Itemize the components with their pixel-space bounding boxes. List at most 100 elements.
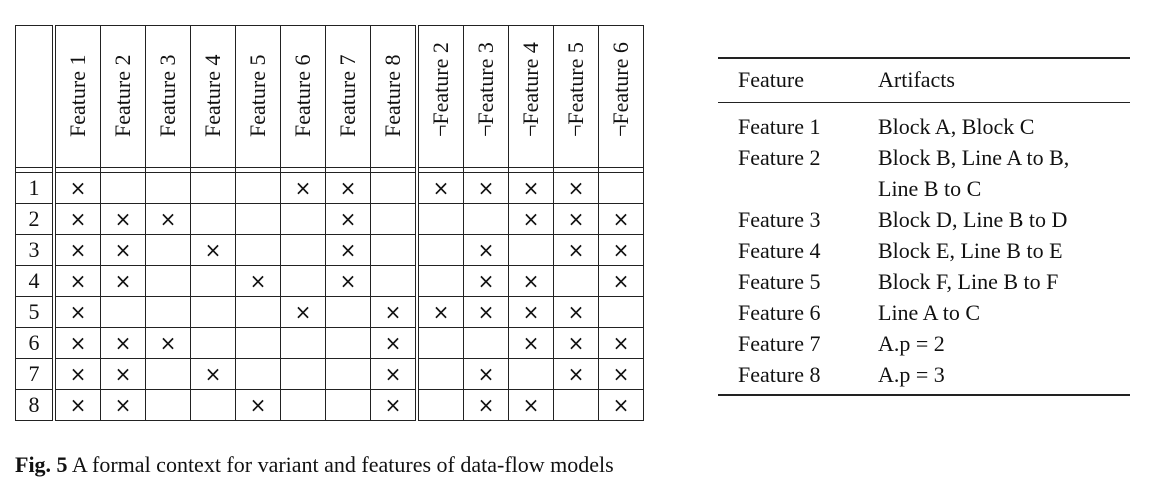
incidence-cell (235, 203, 281, 235)
formal-context-table: Feature 1 Feature 2 Feature 3 Feature 4 Feat… (15, 25, 644, 421)
incidence-cell (370, 172, 418, 204)
incidence-cell: × (370, 327, 418, 359)
incidence-cell: × (598, 389, 644, 421)
column-header-label: Feature 2 (110, 54, 135, 137)
column-header: Feature 2 (100, 25, 146, 168)
incidence-cell: × (553, 172, 599, 204)
column-header-label: ¬Feature 3 (473, 42, 498, 137)
incidence-cell (145, 234, 191, 266)
row-label: 4 (15, 265, 55, 297)
incidence-cell (415, 358, 464, 390)
table-row: 8 × × × × × × × (15, 389, 644, 421)
incidence-cell: × (52, 203, 101, 235)
column-header: ¬Feature 3 (463, 25, 509, 168)
incidence-cell (370, 203, 418, 235)
table-row: Feature 2 Block B, Line A to B, (718, 142, 1130, 173)
column-header: ¬Feature 6 (598, 25, 644, 168)
row-label: 2 (15, 203, 55, 235)
incidence-cell: × (370, 389, 418, 421)
incidence-cell: × (52, 265, 101, 297)
caption-text: A formal context for variant and feature… (71, 452, 614, 477)
incidence-cell (280, 358, 326, 390)
incidence-cell: × (325, 234, 371, 266)
feature-cell: Feature 7 (738, 331, 821, 356)
incidence-cell (235, 172, 281, 204)
table-row: 7 × × × × × × × (15, 358, 644, 390)
incidence-cell: × (100, 265, 146, 297)
incidence-cell (190, 203, 236, 235)
context-header-row: Feature 1 Feature 2 Feature 3 Feature 4 Feat… (15, 25, 644, 168)
incidence-cell: × (325, 265, 371, 297)
artifacts-cell: Block A, Block C (878, 114, 1035, 139)
incidence-cell: × (553, 203, 599, 235)
incidence-cell (370, 265, 418, 297)
artifacts-cell: A.p = 2 (878, 331, 945, 356)
incidence-cell: × (190, 234, 236, 266)
incidence-cell (325, 327, 371, 359)
header-feature: Feature (718, 57, 858, 103)
artifacts-cell: Block F, Line B to F (878, 269, 1059, 294)
incidence-cell (415, 327, 464, 359)
column-header: Feature 4 (190, 25, 236, 168)
incidence-cell (415, 389, 464, 421)
table-row: Feature 4 Block E, Line B to E (718, 235, 1130, 266)
incidence-cell (235, 234, 281, 266)
incidence-cell: × (598, 358, 644, 390)
column-header-label: Feature 5 (245, 54, 270, 137)
incidence-cell (145, 358, 191, 390)
caption-label: Fig. 5 (15, 452, 68, 477)
incidence-cell: × (463, 358, 509, 390)
incidence-cell: × (190, 358, 236, 390)
column-header: ¬Feature 4 (508, 25, 554, 168)
incidence-cell (280, 203, 326, 235)
incidence-cell (415, 234, 464, 266)
incidence-cell: × (145, 327, 191, 359)
column-header: Feature 8 (370, 25, 418, 168)
row-label: 5 (15, 296, 55, 328)
column-header-label: ¬Feature 5 (563, 42, 588, 137)
row-label: 1 (15, 172, 55, 204)
incidence-cell: × (463, 172, 509, 204)
incidence-cell (508, 234, 554, 266)
incidence-cell: × (325, 203, 371, 235)
incidence-cell: × (280, 296, 326, 328)
table-row: 3 × × × × × × × (15, 234, 644, 266)
table-row: Feature 8 A.p = 3 (718, 359, 1130, 396)
table-row: Feature 1 Block A, Block C (718, 103, 1130, 143)
artifacts-cell: A.p = 3 (858, 359, 1130, 396)
feature-artifacts-table: Feature Artifacts Feature 1 Block A, Bloc… (718, 57, 1130, 396)
incidence-cell (235, 327, 281, 359)
incidence-cell (325, 358, 371, 390)
incidence-cell: × (508, 203, 554, 235)
incidence-cell: × (415, 172, 464, 204)
incidence-cell: × (52, 327, 101, 359)
incidence-cell: × (280, 172, 326, 204)
incidence-cell: × (598, 203, 644, 235)
column-header-label: Feature 8 (380, 54, 405, 137)
row-label: 7 (15, 358, 55, 390)
column-header: ¬Feature 5 (553, 25, 599, 168)
incidence-cell (145, 172, 191, 204)
row-label: 8 (15, 389, 55, 421)
table-row: 6 × × × × × × × (15, 327, 644, 359)
incidence-cell (100, 172, 146, 204)
incidence-cell: × (508, 172, 554, 204)
table-row: 1 × × × × × × × (15, 172, 644, 204)
incidence-cell: × (235, 265, 281, 297)
feature-cell (718, 173, 858, 204)
row-label: 6 (15, 327, 55, 359)
incidence-cell (553, 389, 599, 421)
column-header: ¬Feature 2 (415, 25, 464, 168)
incidence-cell: × (463, 389, 509, 421)
incidence-cell: × (463, 265, 509, 297)
incidence-cell (190, 265, 236, 297)
column-header-label: Feature 1 (65, 54, 90, 137)
incidence-cell (463, 327, 509, 359)
artifacts-cell: Line B to C (878, 176, 982, 201)
incidence-cell: × (52, 172, 101, 204)
incidence-cell (235, 296, 281, 328)
incidence-cell: × (145, 203, 191, 235)
feature-cell: Feature 3 (738, 207, 821, 232)
column-header: Feature 5 (235, 25, 281, 168)
incidence-cell: × (100, 358, 146, 390)
